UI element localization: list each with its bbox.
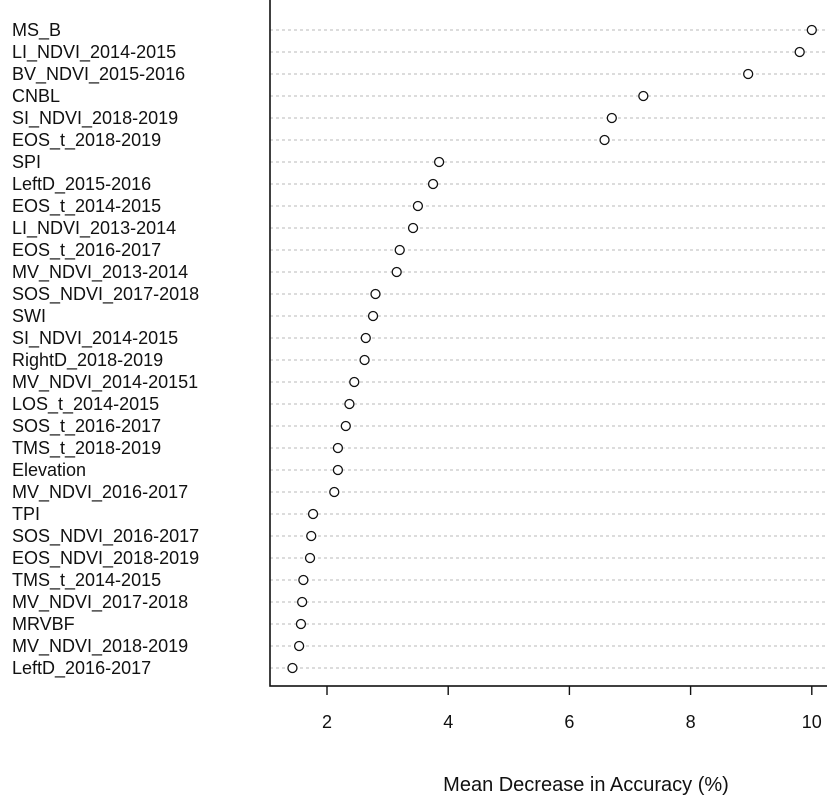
category-label: TMS_t_2014-2015	[12, 570, 161, 591]
data-point	[743, 68, 754, 80]
data-point	[295, 618, 307, 630]
category-label: SOS_NDVI_2017-2018	[12, 284, 199, 305]
data-point	[599, 134, 610, 146]
category-label: SOS_NDVI_2016-2017	[12, 526, 199, 547]
x-axis-label: Mean Decrease in Accuracy (%)	[443, 774, 729, 796]
category-label: Elevation	[12, 460, 86, 480]
x-axis: 2 4 6 8 10	[322, 686, 822, 732]
data-point	[391, 266, 402, 278]
category-label: SOS_t_2016-2017	[12, 416, 161, 437]
data-point	[329, 486, 340, 498]
x-tick-label: 10	[802, 712, 822, 732]
category-label: MV_NDVI_2014-20151	[12, 372, 198, 393]
category-label: MV_NDVI_2018-2019	[12, 636, 188, 657]
data-point	[298, 574, 309, 586]
data-point	[359, 354, 370, 366]
data-point	[297, 596, 308, 608]
data-point	[293, 640, 305, 652]
category-label: SPI	[12, 152, 41, 172]
category-label: LOS_t_2014-2015	[12, 394, 159, 415]
category-label: SI_NDVI_2014-2015	[12, 328, 178, 349]
data-point	[794, 46, 805, 58]
data-point	[332, 464, 344, 476]
category-label: RightD_2018-2019	[12, 350, 163, 371]
x-tick-label: 8	[686, 712, 696, 732]
category-label: MV_NDVI_2013-2014	[12, 262, 188, 283]
category-label: MRVBF	[12, 614, 75, 634]
data-point	[407, 222, 419, 234]
data-point	[306, 530, 317, 542]
category-label: EOS_t_2018-2019	[12, 130, 161, 151]
category-label: TPI	[12, 504, 40, 524]
category-label: SI_NDVI_2018-2019	[12, 108, 178, 129]
data-point	[304, 552, 316, 564]
category-label: LI_NDVI_2014-2015	[12, 42, 176, 63]
data-point	[394, 244, 405, 256]
data-point	[287, 662, 298, 674]
guide-lines	[270, 29, 827, 669]
data-point	[340, 420, 351, 432]
category-labels: MS_BLI_NDVI_2014-2015BV_NDVI_2015-2016CN…	[12, 20, 199, 679]
data-point	[332, 442, 344, 454]
category-label: EOS_t_2016-2017	[12, 240, 161, 261]
category-label: MS_B	[12, 20, 61, 41]
category-label: LeftD_2015-2016	[12, 174, 151, 195]
category-label: TMS_t_2018-2019	[12, 438, 161, 459]
plot-frame	[269, 0, 827, 687]
data-point	[427, 178, 439, 190]
data-point	[433, 156, 445, 168]
data-point	[606, 112, 617, 124]
category-label: CNBL	[12, 86, 60, 106]
data-point	[367, 310, 379, 322]
category-label: EOS_t_2014-2015	[12, 196, 161, 217]
category-label: BV_NDVI_2015-2016	[12, 64, 185, 85]
data-point	[412, 200, 424, 212]
x-tick-label: 4	[443, 712, 453, 732]
category-label: MV_NDVI_2017-2018	[12, 592, 188, 613]
x-tick-label: 6	[564, 712, 574, 732]
data-point	[307, 508, 319, 520]
category-label: LI_NDVI_2013-2014	[12, 218, 176, 239]
data-points	[287, 24, 817, 674]
data-point	[344, 398, 355, 410]
category-label: EOS_NDVI_2018-2019	[12, 548, 199, 569]
data-point	[349, 376, 360, 388]
category-label: MV_NDVI_2016-2017	[12, 482, 188, 503]
data-point	[638, 90, 649, 102]
x-tick-label: 2	[322, 712, 332, 732]
category-label: SWI	[12, 306, 46, 326]
category-label: LeftD_2016-2017	[12, 658, 151, 679]
data-point	[806, 24, 817, 36]
data-point	[360, 332, 371, 344]
data-point	[370, 288, 381, 300]
